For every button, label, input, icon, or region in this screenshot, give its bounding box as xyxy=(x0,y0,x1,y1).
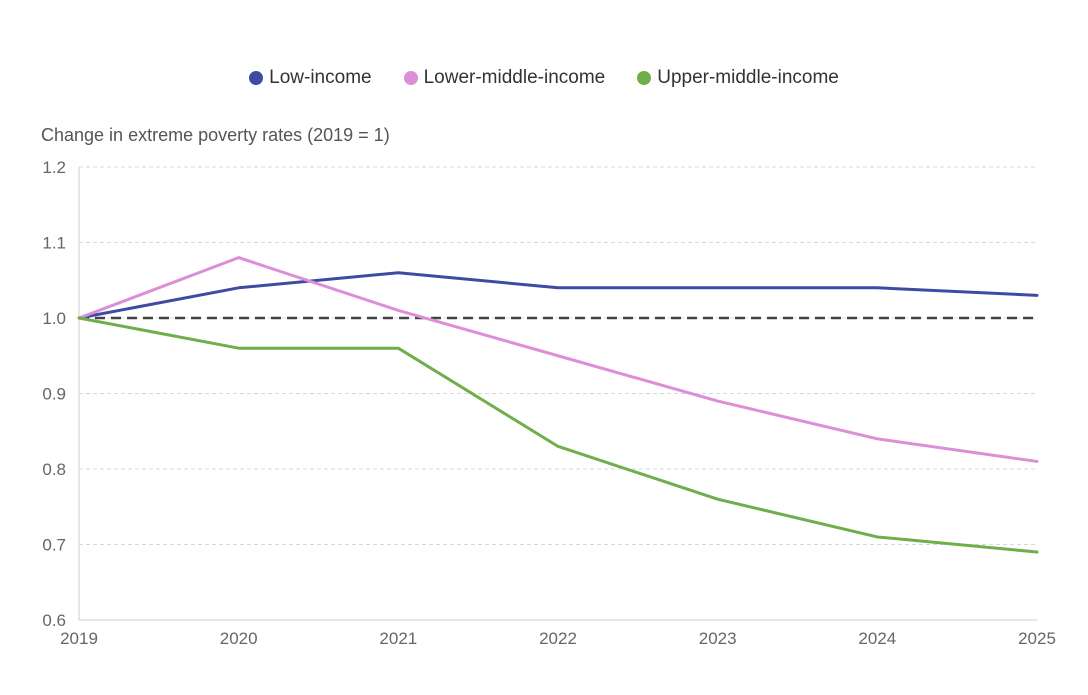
x-tick-label: 2022 xyxy=(539,629,577,648)
legend-marker xyxy=(637,71,652,85)
y-tick-label: 0.7 xyxy=(42,536,66,555)
y-tick-label: 0.8 xyxy=(42,460,66,479)
x-tick-label: 2019 xyxy=(60,629,98,648)
x-tick-label: 2023 xyxy=(699,629,737,648)
legend-item-low-income[interactable]: Low-income xyxy=(249,67,372,89)
x-tick-label: 2025 xyxy=(1018,629,1056,648)
legend-label: Low-income xyxy=(269,67,372,88)
x-tick-label: 2021 xyxy=(379,629,417,648)
y-axis-label: Change in extreme poverty rates (2019 = … xyxy=(41,125,390,145)
x-tick-label: 2020 xyxy=(220,629,258,648)
legend: Low-income Lower-middle-income Upper-mid… xyxy=(0,66,1088,90)
legend-label: Upper-middle-income xyxy=(657,67,839,88)
series-line-upper-middle-income xyxy=(77,316,1039,554)
legend-item-upper-middle-income[interactable]: Upper-middle-income xyxy=(637,67,839,89)
series-line-lower-middle-income xyxy=(77,256,1039,463)
legend-label: Lower-middle-income xyxy=(423,67,606,88)
y-tick-label: 0.9 xyxy=(42,385,66,404)
y-tick-label: 0.6 xyxy=(42,611,66,630)
x-tick-label: 2024 xyxy=(858,629,896,648)
y-tick-label: 1.2 xyxy=(42,158,66,177)
legend-marker xyxy=(249,71,264,85)
legend-marker xyxy=(403,71,418,85)
legend-item-lower-middle-income[interactable]: Lower-middle-income xyxy=(403,67,606,89)
y-tick-label: 1.1 xyxy=(42,234,66,253)
y-tick-label: 1.0 xyxy=(42,309,66,328)
series-line-low-income xyxy=(77,271,1039,320)
